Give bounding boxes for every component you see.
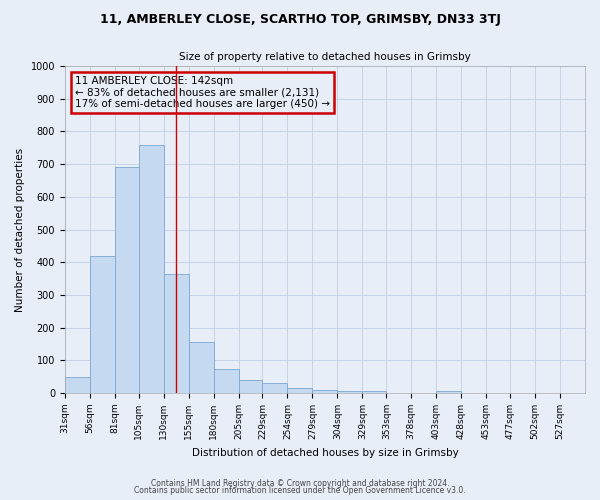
Bar [115,168,139,393]
Bar [436,392,461,393]
Bar [164,274,188,393]
Bar [337,392,362,393]
Bar [188,342,214,393]
Bar [362,392,386,393]
Bar [239,380,262,393]
Title: Size of property relative to detached houses in Grimsby: Size of property relative to detached ho… [179,52,471,62]
Bar [287,388,313,393]
Bar [262,384,287,393]
Bar [65,376,90,393]
Bar [214,368,239,393]
X-axis label: Distribution of detached houses by size in Grimsby: Distribution of detached houses by size … [191,448,458,458]
Bar [313,390,337,393]
Bar [139,144,164,393]
Text: Contains HM Land Registry data © Crown copyright and database right 2024.: Contains HM Land Registry data © Crown c… [151,478,449,488]
Text: Contains public sector information licensed under the Open Government Licence v3: Contains public sector information licen… [134,486,466,495]
Text: 11, AMBERLEY CLOSE, SCARTHO TOP, GRIMSBY, DN33 3TJ: 11, AMBERLEY CLOSE, SCARTHO TOP, GRIMSBY… [100,12,500,26]
Bar [90,256,115,393]
Text: 11 AMBERLEY CLOSE: 142sqm
← 83% of detached houses are smaller (2,131)
17% of se: 11 AMBERLEY CLOSE: 142sqm ← 83% of detac… [75,76,330,109]
Y-axis label: Number of detached properties: Number of detached properties [15,148,25,312]
